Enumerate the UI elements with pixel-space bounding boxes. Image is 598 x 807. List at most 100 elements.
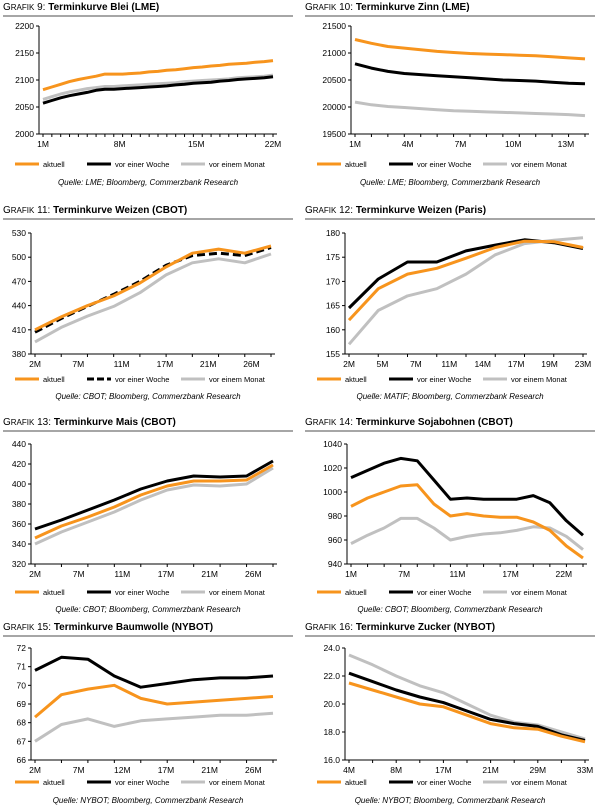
y-tick-label: 21500 xyxy=(322,21,346,31)
chart-svg: 19500 20000 20500 21000 21500 1M 4M 7M 10M 13M akt… xyxy=(317,21,589,169)
chart-source: Quelle: NYBOT; Bloomberg, Commerzbank Re… xyxy=(52,796,244,805)
series-line-2 xyxy=(354,100,586,118)
x-tick-label: 26M xyxy=(243,359,260,369)
x-tick-label: 1M xyxy=(349,139,361,149)
legend-label-woche: vor einer Woche xyxy=(115,778,169,787)
y-tick-label: 170 xyxy=(326,276,340,286)
legend-label-monat: vor einem Monat xyxy=(511,375,568,384)
chart-source: Quelle: NYBOT; Bloomberg, Commerzbank Re… xyxy=(354,796,546,805)
x-tick-label: 7M xyxy=(398,569,410,579)
x-tick-label: 11M xyxy=(114,359,130,369)
y-tick-label: 380 xyxy=(12,499,26,509)
y-tick-label: 18.0 xyxy=(323,727,340,737)
y-tick-label: 19500 xyxy=(322,129,346,139)
x-tick-label: 21M xyxy=(201,765,218,775)
chart-source: Quelle: CBOT; Bloomberg, Commerzbank Res… xyxy=(357,605,543,614)
x-tick-label: 21M xyxy=(200,359,217,369)
x-tick-label: 7M xyxy=(73,569,85,579)
y-tick-label: 530 xyxy=(12,228,26,238)
title-rule xyxy=(3,430,293,432)
x-tick-label: 7M xyxy=(410,359,422,369)
chart-title: GRAFIK 10: Terminkurve Zinn (LME) xyxy=(305,2,470,13)
y-tick-label: 165 xyxy=(326,301,340,311)
legend-label-woche: vor einer Woche xyxy=(417,375,471,384)
legend-label-aktuell: aktuell xyxy=(345,160,367,169)
title-rule xyxy=(305,15,595,17)
series-line-0 xyxy=(350,483,584,560)
y-tick-label: 320 xyxy=(12,559,26,569)
y-tick-label: 66 xyxy=(17,755,27,765)
y-tick-label: 16.0 xyxy=(323,755,340,765)
y-tick-label: 2000 xyxy=(15,129,34,139)
title-rule xyxy=(305,218,595,220)
chart-svg: 320 340 360 380 400 420 440 2M 7M 11M 17M 21M 26M akt… xyxy=(12,439,277,597)
y-tick-label: 20500 xyxy=(322,75,346,85)
y-tick-label: 21000 xyxy=(322,48,346,58)
x-tick-label: 17M xyxy=(158,569,175,579)
x-tick-label: 1M xyxy=(345,569,357,579)
title-rule xyxy=(3,15,293,17)
y-tick-label: 360 xyxy=(12,519,26,529)
chart-title: GRAFIK 14: Terminkurve Sojabohnen (CBOT) xyxy=(305,417,513,428)
y-tick-label: 160 xyxy=(326,325,340,335)
x-tick-label: 14M xyxy=(474,359,491,369)
legend-label-aktuell: aktuell xyxy=(43,588,65,597)
series-line-0 xyxy=(34,244,272,332)
legend-label-woche: vor einer Woche xyxy=(115,588,169,597)
x-tick-label: 11M xyxy=(441,359,457,369)
series-line-0 xyxy=(42,59,274,92)
chart-svg: 66 67 68 69 70 71 72 2M 7M 12M 17M 21M 26M aktuell vor… xyxy=(15,643,277,787)
legend-label-aktuell: aktuell xyxy=(345,588,367,597)
x-tick-label: 33M xyxy=(577,765,594,775)
legend-label-monat: vor einem Monat xyxy=(209,160,266,169)
legend-label-aktuell: aktuell xyxy=(43,160,65,169)
y-tick-label: 67 xyxy=(17,736,27,746)
y-tick-label: 960 xyxy=(328,535,342,545)
x-tick-label: 10M xyxy=(505,139,522,149)
legend-label-monat: vor einem Monat xyxy=(511,160,568,169)
chart-title: GRAFIK 9: Terminkurve Blei (LME) xyxy=(3,2,160,13)
x-tick-label: 7M xyxy=(73,765,85,775)
chart-svg: 2000 2050 2100 2150 2200 1M 8M 15M 22M aktuell vor… xyxy=(15,21,282,169)
x-tick-label: 2M xyxy=(343,359,355,369)
title-rule xyxy=(3,218,293,220)
legend-label-aktuell: aktuell xyxy=(43,375,65,384)
x-tick-label: 12M xyxy=(114,765,131,775)
chart-title: GRAFIK 15: Terminkurve Baumwolle (NYBOT) xyxy=(3,622,214,633)
series-line-1 xyxy=(354,62,586,86)
series-line-1 xyxy=(348,671,586,742)
legend-label-woche: vor einer Woche xyxy=(417,588,471,597)
series-line-2 xyxy=(34,711,274,743)
x-tick-label: 21M xyxy=(201,569,218,579)
y-tick-label: 180 xyxy=(326,228,340,238)
x-tick-label: 22M xyxy=(265,139,282,149)
y-tick-label: 68 xyxy=(17,718,27,728)
y-tick-label: 1040 xyxy=(323,439,342,449)
series-line-1 xyxy=(42,75,274,105)
legend-label-aktuell: aktuell xyxy=(345,375,367,384)
x-tick-label: 22M xyxy=(556,569,573,579)
series-line-2 xyxy=(347,236,584,346)
y-tick-label: 70 xyxy=(17,680,27,690)
series-line-0 xyxy=(347,239,584,322)
y-tick-label: 2100 xyxy=(15,75,34,85)
series-line-1 xyxy=(34,459,274,531)
series-line-2 xyxy=(348,653,586,741)
series-line-1 xyxy=(34,655,274,689)
chart-source: Quelle: MATIF; Bloomberg, Commerzbank Re… xyxy=(356,392,544,401)
x-tick-label: 11M xyxy=(114,569,130,579)
x-tick-label: 4M xyxy=(402,139,414,149)
y-tick-label: 22.0 xyxy=(323,671,340,681)
y-tick-label: 155 xyxy=(326,349,340,359)
y-tick-label: 1020 xyxy=(323,463,342,473)
x-tick-label: 17M xyxy=(157,359,174,369)
x-tick-label: 21M xyxy=(482,765,499,775)
chart-svg: 380 410 440 470 500 530 2M 7M 11M 17M 21M 26M aktuel… xyxy=(12,228,275,384)
x-tick-label: 29M xyxy=(530,765,547,775)
x-tick-label: 17M xyxy=(158,765,175,775)
y-tick-label: 440 xyxy=(12,439,26,449)
legend-label-woche: vor einer Woche xyxy=(115,375,169,384)
x-tick-label: 26M xyxy=(245,765,262,775)
x-tick-label: 15M xyxy=(188,139,205,149)
legend-label-woche: vor einer Woche xyxy=(417,778,471,787)
